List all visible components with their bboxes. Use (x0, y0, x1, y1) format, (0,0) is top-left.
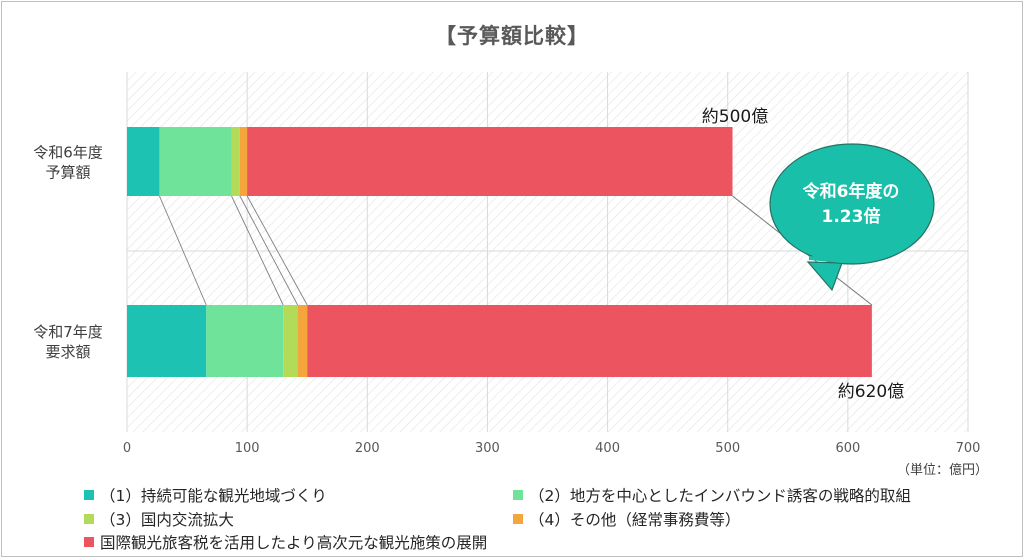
legend-swatch-4 (513, 514, 523, 524)
category-label-line1: 令和7年度 (33, 323, 103, 341)
legend-swatch-5 (84, 537, 94, 547)
chart-title: 【予算額比較】 (435, 24, 589, 48)
legend-swatch-2 (513, 490, 523, 500)
unit-label: （単位：億円） (896, 463, 988, 478)
legend-item-3: （3）国内交流拡大 (84, 508, 234, 530)
x-tick-label: 500 (715, 441, 740, 456)
bar-segment-1-3 (231, 127, 240, 196)
x-tick-label: 400 (595, 441, 620, 456)
bar-segment-1-1 (127, 127, 160, 196)
callout-tail-join (808, 256, 844, 263)
bar-segment-2-3 (283, 305, 298, 377)
bar-segment-2-2 (206, 305, 284, 377)
callout-line1: 令和6年度の (802, 182, 900, 202)
legend-item-1: （1）持続可能な観光地域づくり (84, 484, 327, 506)
bar-segment-2-4 (297, 305, 308, 377)
legend-label-2: （2）地方を中心としたインバウンド誘客の戦略的取組 (529, 487, 911, 505)
callout-tail (806, 261, 843, 292)
callout-text: 令和6年度の 1.23倍 (782, 180, 920, 230)
series-connector-line (159, 195, 207, 306)
legend-swatch-1 (84, 490, 94, 500)
x-tick-label: 300 (475, 441, 500, 456)
x-tick-label: 600 (835, 441, 860, 456)
legend-label-3: （3）国内交流拡大 (100, 511, 234, 529)
category-label-line1: 令和6年度 (33, 144, 103, 162)
series-connector-line (239, 195, 299, 306)
legend-label-4: （4）その他（経常事務費等） (529, 511, 741, 529)
legend-label-5: 国際観光旅客税を活用したより高次元な観光施策の展開 (100, 534, 488, 552)
category-label-line2: 要求額 (45, 343, 90, 361)
total-label-2: 約620億 (838, 382, 904, 402)
callout-bubble (769, 143, 935, 265)
legend-label-1: （1）持続可能な観光地域づくり (100, 487, 327, 505)
bar-segment-1-5 (247, 127, 733, 196)
x-tick-label: 100 (235, 441, 260, 456)
x-tick-label: 700 (956, 441, 981, 456)
bar-segment-2-1 (127, 305, 207, 377)
bar-segment-1-2 (159, 127, 232, 196)
x-tick-label: 0 (123, 441, 131, 456)
series-connector-line (246, 195, 308, 306)
total-label-1: 約500億 (702, 107, 768, 127)
legend-item-4: （4）その他（経常事務費等） (513, 508, 740, 530)
legend-swatch-3 (84, 514, 94, 524)
bar-segment-1-4 (239, 127, 248, 196)
x-tick-label: 200 (355, 441, 380, 456)
callout-line2: 1.23倍 (821, 207, 881, 227)
series-connector-line (231, 195, 284, 306)
category-label-line2: 予算額 (45, 164, 90, 182)
bar-segment-2-5 (307, 305, 872, 377)
legend-item-2: （2）地方を中心としたインバウンド誘客の戦略的取組 (513, 484, 911, 506)
legend-item-5: 国際観光旅客税を活用したより高次元な観光施策の展開 (84, 531, 487, 553)
